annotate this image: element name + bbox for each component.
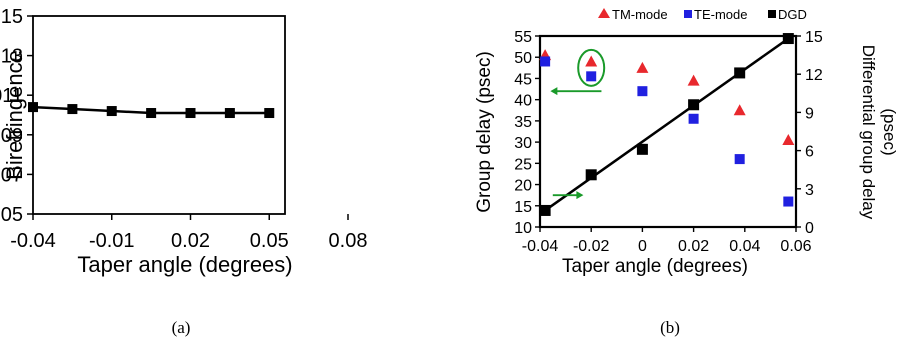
tm-mode-point	[585, 55, 598, 67]
y2-tick-label: 0	[805, 220, 814, 237]
data-point	[146, 108, 157, 119]
y2-tick-label: 15	[805, 29, 823, 46]
legend-dgd-label: DGD	[778, 7, 807, 22]
y-tick-label: 50	[514, 50, 532, 67]
plot-frame	[538, 34, 798, 229]
legend-dgd-marker	[768, 10, 776, 18]
x-tick-label: 0.02	[171, 230, 210, 252]
x-tick-label: 0.05	[250, 230, 289, 252]
x-tick-label: 0.08	[329, 230, 368, 252]
y2-tick-label: 6	[805, 144, 814, 161]
y-tick-label: 0.007	[0, 164, 23, 186]
y-tick-label: 20	[514, 178, 532, 195]
y-ticks-left: 10 15 20 25 30 35 40 45 50 55	[514, 29, 540, 237]
y-tick-label: 0.009	[0, 125, 23, 147]
x-axis-label: Taper angle (degrees)	[562, 256, 748, 277]
x-tick-label: 0	[638, 238, 647, 255]
data-points	[539, 33, 795, 216]
tm-mode-point	[733, 104, 746, 116]
dgd-point	[734, 67, 746, 79]
x-ticks: -0.04 -0.01 0.02 0.05 0.08	[10, 214, 367, 252]
data-point	[185, 108, 196, 119]
annotations	[550, 48, 606, 200]
chart-a: 0.0050.0070.0090.0110.0130.015 -0.04-0.0…	[0, 6, 367, 337]
right-axis-arrowhead	[576, 191, 584, 200]
y-axis-label: Birefringence	[2, 50, 27, 180]
y-tick-label: 0.011	[0, 85, 23, 107]
y-tick-label: 40	[514, 93, 532, 110]
data-point	[67, 104, 78, 115]
tm-mode-point	[687, 74, 700, 86]
te-mode-point	[734, 154, 745, 165]
te-mode-point	[688, 113, 699, 124]
y2-tick-label: 3	[805, 182, 814, 199]
y-axis-label: Group delay (psec)	[474, 51, 495, 213]
y-ticks: 0.005 0.007 0.009 0.011 0.013 0.015	[0, 6, 33, 226]
y-tick-label: 30	[514, 135, 532, 152]
dgd-trend-line	[544, 37, 790, 212]
x-tick-label: 0.04	[729, 238, 760, 255]
y-tick-label: 0.005	[0, 204, 23, 226]
legend: TM-mode TE-mode DGD	[598, 7, 807, 22]
y-tick-label: 55	[514, 29, 532, 46]
left-axis-arrowhead	[550, 87, 558, 96]
data-point	[224, 108, 235, 119]
y-tick-label: 25	[514, 156, 532, 173]
y-tick-label: 45	[514, 71, 532, 88]
series-line	[28, 102, 275, 119]
x-tick-label: 0.06	[780, 238, 811, 255]
y-tick-label: 0.013	[0, 46, 23, 68]
dgd-point	[539, 204, 551, 216]
dgd-point	[688, 99, 700, 111]
x-tick-label: -0.01	[89, 230, 135, 252]
data-point	[28, 102, 38, 113]
highlight-ellipse	[577, 48, 606, 87]
x-tick-label: 0.02	[678, 238, 709, 255]
te-mode-point	[586, 71, 597, 82]
data-point	[106, 106, 117, 117]
te-mode-point	[540, 56, 551, 67]
plot-frame	[32, 15, 286, 215]
legend-tm-marker	[598, 8, 610, 18]
y-tick-label: 15	[514, 199, 532, 216]
legend-te-marker	[684, 10, 692, 18]
y2-tick-label: 12	[805, 67, 823, 84]
panel-label-b: (b)	[660, 318, 680, 337]
dgd-point	[585, 169, 597, 181]
panel-label-a: (a)	[172, 318, 191, 337]
tm-mode-point	[782, 133, 795, 145]
x-axis-label: Taper angle (degrees)	[77, 252, 292, 277]
y2-axis-label-unit: (psec)	[880, 108, 899, 155]
dgd-point	[782, 33, 794, 45]
y-tick-label: 0.015	[0, 6, 23, 28]
x-tick-label: -0.04	[10, 230, 56, 252]
y-tick-label: 35	[514, 114, 532, 131]
te-mode-point	[783, 196, 794, 207]
legend-tm-label: TM-mode	[612, 7, 668, 22]
te-mode-point	[637, 86, 648, 97]
data-point	[264, 108, 275, 119]
y-ticks-right: 0 3 6 9 12 15	[796, 29, 823, 237]
x-tick-label: -0.02	[573, 238, 610, 255]
y-tick-label: 10	[514, 220, 532, 237]
y2-axis-label: Differential group delay	[859, 45, 878, 220]
x-ticks: -0.04 -0.02 0 0.02 0.04 0.06	[522, 227, 812, 255]
dgd-point	[636, 143, 648, 155]
tm-mode-point	[636, 61, 649, 73]
x-tick-label: -0.04	[522, 238, 559, 255]
y2-tick-label: 9	[805, 105, 814, 122]
legend-te-label: TE-mode	[694, 7, 747, 22]
